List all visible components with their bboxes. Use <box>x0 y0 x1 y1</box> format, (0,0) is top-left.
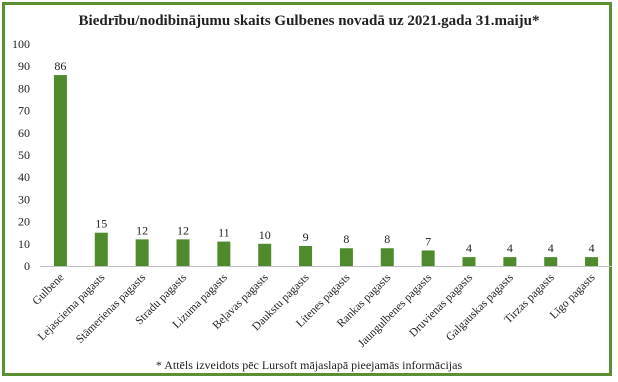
chart-title: Biedrību/nodibinājumu skaits Gulbenes no… <box>78 13 540 29</box>
y-tick-label: 20 <box>18 215 30 229</box>
category-label: Jaungulbenes pagasts <box>356 271 435 350</box>
data-label: 15 <box>95 217 107 231</box>
y-tick-label: 70 <box>18 104 30 118</box>
y-tick-label: 100 <box>12 37 30 51</box>
y-tick-label: 40 <box>18 170 30 184</box>
data-label: 86 <box>54 59 66 73</box>
data-label: 7 <box>425 234 431 248</box>
data-label: 8 <box>384 232 390 246</box>
y-tick-label: 60 <box>18 126 30 140</box>
bar <box>94 232 108 266</box>
data-label: 4 <box>548 241 554 255</box>
data-label: 8 <box>343 232 349 246</box>
data-label: 12 <box>177 223 189 237</box>
bar <box>544 257 558 266</box>
bar <box>503 257 517 266</box>
bar <box>380 248 394 266</box>
y-tick-label: 0 <box>24 259 30 273</box>
y-tick-label: 90 <box>18 59 30 73</box>
chart-frame <box>2 2 612 376</box>
y-tick-label: 80 <box>18 81 30 95</box>
data-label: 12 <box>136 223 148 237</box>
bar <box>53 75 67 266</box>
bar <box>217 241 231 266</box>
bar <box>421 250 435 266</box>
y-tick-label: 50 <box>18 148 30 162</box>
data-label: 10 <box>259 228 271 242</box>
data-label: 4 <box>507 241 513 255</box>
bar <box>462 257 476 266</box>
data-label: 4 <box>589 241 595 255</box>
data-label: 11 <box>218 226 230 240</box>
y-tick-label: 10 <box>18 237 30 251</box>
data-label: 4 <box>466 241 472 255</box>
bar <box>258 243 272 266</box>
bar <box>339 248 353 266</box>
bar <box>585 257 599 266</box>
y-tick-label: 30 <box>18 192 30 206</box>
chart-footnote: * Attēls izveidots pēc Lursoft mājaslapā… <box>155 358 463 372</box>
data-label: 9 <box>303 230 309 244</box>
category-label: Stāmerienas pagasts <box>74 271 149 346</box>
bar <box>176 239 190 266</box>
category-label: Gulbene <box>31 272 67 308</box>
bar <box>135 239 149 266</box>
bar <box>299 246 313 266</box>
